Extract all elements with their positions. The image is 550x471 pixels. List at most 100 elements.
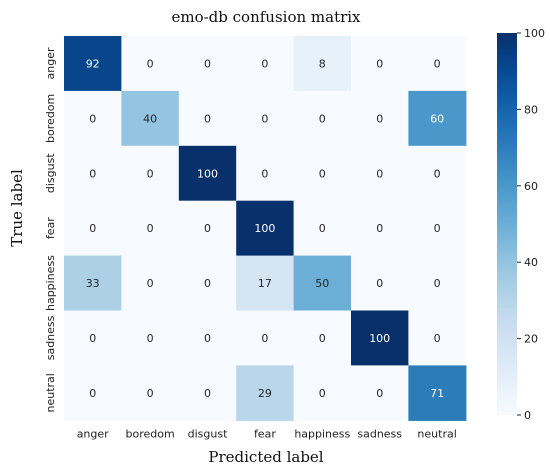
cell-value-label: 0 (261, 57, 268, 70)
cell-value-label: 100 (197, 167, 218, 180)
heatmap-cell (351, 255, 409, 312)
cell-value-label: 100 (254, 222, 275, 235)
heatmap-cell (351, 310, 409, 366)
heatmap-cell (293, 90, 352, 147)
heatmap-cell (64, 255, 122, 312)
heatmap-cell (64, 310, 122, 366)
cell-value-label: 0 (147, 57, 154, 70)
cell-value-label: 0 (376, 277, 383, 290)
heatmap-cell (293, 36, 352, 92)
x-axis-title: Predicted label (208, 448, 323, 466)
heatmap-cell (64, 36, 122, 92)
cell-value-label: 0 (147, 332, 154, 345)
heatmap-cell (121, 255, 180, 312)
heatmap-cell (408, 310, 467, 366)
heatmap-cell (293, 310, 352, 366)
cell-value-label: 0 (434, 277, 441, 290)
cell-value-label: 100 (369, 332, 390, 345)
heatmap-cell (408, 255, 467, 312)
cell-value-label: 0 (204, 57, 211, 70)
heatmap-cell (64, 365, 122, 421)
cell-value-label: 0 (261, 167, 268, 180)
y-axis-title: True label (8, 169, 26, 247)
heatmap-cell (236, 365, 295, 421)
heatmap-cell (351, 36, 409, 92)
y-tick-label: neutral (44, 373, 57, 412)
cell-value-label: 0 (89, 112, 96, 125)
heatmap-cell (293, 145, 352, 202)
x-tick-label: anger (77, 427, 109, 440)
cell-value-label: 0 (147, 167, 154, 180)
y-tick-labels: anger boredom disgust fear happiness sadness n… (44, 47, 57, 413)
colorbar-tick-label: 60 (524, 180, 538, 193)
cell-value-label: 17 (258, 277, 272, 290)
heatmap-cell (121, 365, 180, 421)
heatmap-cell (236, 255, 295, 312)
heatmap-cell (236, 145, 295, 202)
cell-value-label: 0 (204, 332, 211, 345)
chart-title: emo-db confusion matrix (171, 8, 361, 26)
cell-value-label: 0 (434, 332, 441, 345)
cell-value-label: 0 (204, 277, 211, 290)
x-tick-labels: anger boredom disgust fear happiness sadness n… (77, 427, 457, 440)
heatmap-cell (236, 36, 295, 92)
heatmap-cell (178, 255, 237, 312)
colorbar-tick-label: 20 (524, 333, 538, 346)
heatmap-cell (408, 145, 467, 202)
heatmap-cell (121, 200, 180, 257)
cell-value-label: 0 (204, 112, 211, 125)
cell-value-label: 0 (204, 387, 211, 400)
heatmap-cells: 92 0 0 0 8 0 0 0 40 0 0 0 0 60 0 0 100 0 0 0 0 0 0 0 100 0 0 0 33 0 0 1… (64, 36, 467, 421)
heatmap-cell (178, 365, 237, 421)
colorbar-tick-label: 40 (524, 256, 538, 269)
y-tick-label: happiness (44, 255, 57, 311)
cell-value-label: 0 (376, 387, 383, 400)
heatmap-cell (64, 145, 122, 202)
y-tick-label: boredom (44, 94, 57, 143)
heatmap-cell (351, 90, 409, 147)
heatmap-cell (236, 90, 295, 147)
cell-value-label: 0 (319, 167, 326, 180)
cell-value-label: 0 (89, 332, 96, 345)
cell-value-label: 0 (434, 222, 441, 235)
cell-value-label: 0 (147, 222, 154, 235)
heatmap-cell (351, 365, 409, 421)
heatmap-cell (64, 200, 122, 257)
heatmap-cell (293, 200, 352, 257)
heatmap-cell (121, 36, 180, 92)
cell-value-label: 60 (430, 112, 444, 125)
heatmap-cell (408, 200, 467, 257)
cell-value-label: 92 (86, 57, 100, 70)
cell-value-label: 29 (258, 387, 272, 400)
colorbar (497, 33, 517, 415)
heatmap-cell (236, 200, 295, 257)
cell-value-label: 0 (319, 332, 326, 345)
cell-value-label: 8 (319, 57, 326, 70)
cell-value-label: 50 (315, 277, 329, 290)
cell-value-label: 0 (319, 222, 326, 235)
cell-value-label: 0 (376, 57, 383, 70)
cell-value-label: 71 (430, 387, 444, 400)
heatmap-cell (408, 36, 467, 92)
heatmap-cell (408, 90, 467, 147)
heatmap-cell (408, 365, 467, 421)
heatmap-cell (178, 200, 237, 257)
heatmap-cell (178, 145, 237, 202)
x-tick-label: boredom (125, 427, 174, 440)
heatmap-cell (178, 310, 237, 366)
x-tick-label: sadness (357, 427, 402, 440)
cell-value-label: 0 (261, 332, 268, 345)
heatmap-cell (178, 36, 237, 92)
x-tick-label: fear (254, 427, 276, 440)
heatmap-cell (236, 310, 295, 366)
cell-value-label: 0 (89, 387, 96, 400)
cell-value-label: 33 (86, 277, 100, 290)
x-tick-label: neutral (417, 427, 456, 440)
cell-value-label: 0 (89, 222, 96, 235)
x-tick-label: disgust (188, 427, 228, 440)
heatmap-cell (121, 90, 180, 147)
cell-value-label: 0 (89, 167, 96, 180)
cell-value-label: 0 (376, 222, 383, 235)
colorbar-tick-label: 0 (524, 409, 531, 422)
